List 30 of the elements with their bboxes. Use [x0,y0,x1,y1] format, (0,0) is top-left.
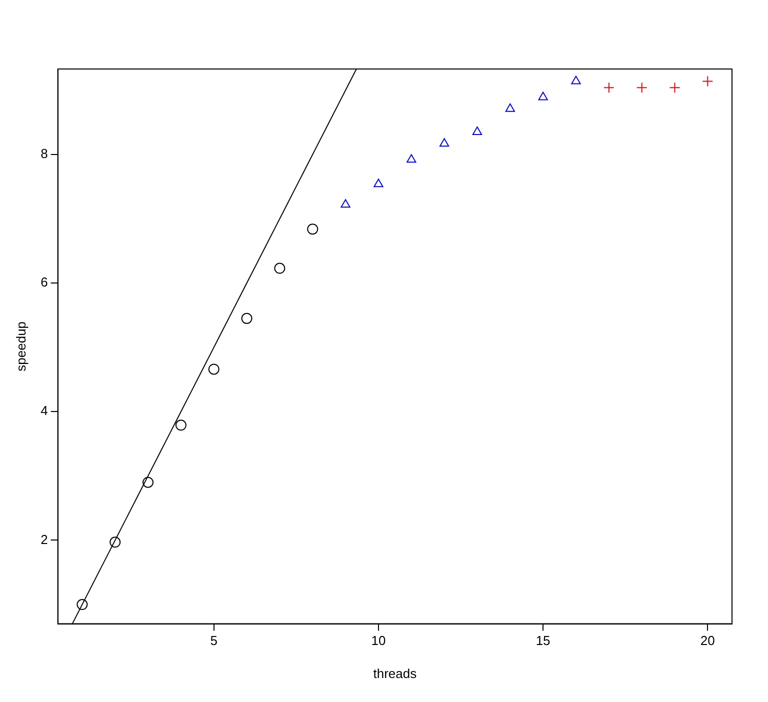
point [241,312,252,324]
point [538,92,548,100]
point [702,76,714,87]
point [142,476,154,488]
point [274,262,286,274]
point [571,76,581,84]
point [603,82,614,94]
point [374,178,384,188]
y-tick-label: 6 [40,274,48,290]
y-tick-label: 4 [40,403,48,418]
x-tick-label: 10 [371,633,386,648]
x-axis-title: threads [373,666,418,681]
x-tick-label: 20 [700,633,715,648]
point [472,126,482,135]
point [110,536,121,548]
point [175,420,186,431]
x-tick-label: 15 [536,633,550,648]
point [669,82,680,94]
point [636,82,648,94]
y-axis-title: speedup [13,321,28,372]
point [340,199,350,208]
point [505,103,515,112]
point [307,224,318,235]
y-tick-label: 2 [40,532,48,547]
y-tick-label: 8 [40,146,48,162]
point [208,364,220,375]
point [406,154,416,163]
x-tick-label: 5 [210,633,218,648]
point [76,599,88,610]
point [439,138,450,147]
